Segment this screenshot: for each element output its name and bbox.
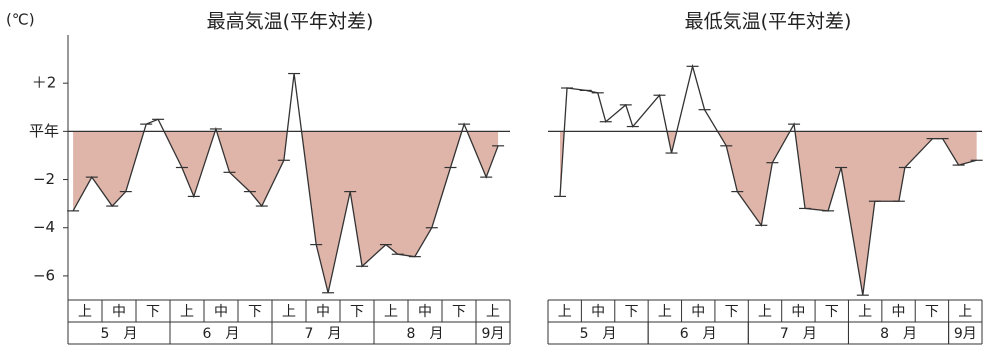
- x-tick-label: 中: [214, 304, 228, 320]
- x-tick-label: 下: [248, 304, 262, 320]
- deficit-area: [73, 131, 499, 293]
- month-label: 6 月: [203, 326, 240, 342]
- y-axis-label: (℃): [6, 11, 35, 29]
- x-tick-label: 下: [146, 304, 160, 320]
- x-tick-label: 中: [892, 304, 906, 320]
- month-label: 7 月: [305, 326, 342, 342]
- x-tick-label: 上: [180, 304, 194, 320]
- month-label: 7 月: [780, 326, 817, 342]
- x-tick-label: 上: [78, 304, 92, 320]
- x-tick-label: 下: [624, 304, 638, 320]
- month-label: 9月: [482, 326, 505, 342]
- y-tick-label: −6: [33, 266, 55, 284]
- month-label: 5 月: [101, 326, 138, 342]
- x-tick-label: 上: [758, 304, 772, 320]
- x-tick-label: 上: [858, 304, 872, 320]
- x-tick-label: 下: [925, 304, 939, 320]
- month-label: 8 月: [880, 326, 917, 342]
- x-tick-label: 上: [486, 304, 500, 320]
- month-label: 9月: [954, 326, 977, 342]
- x-tick-label: 上: [658, 304, 672, 320]
- month-label: 6 月: [680, 326, 717, 342]
- x-tick-label: 中: [418, 304, 432, 320]
- y-tick-label: −4: [33, 218, 55, 236]
- month-label: 5 月: [580, 326, 617, 342]
- x-tick-label: 下: [350, 304, 364, 320]
- x-tick-label: 上: [558, 304, 572, 320]
- x-tick-label: 上: [282, 304, 296, 320]
- x-tick-label: 中: [316, 304, 330, 320]
- x-tick-label: 中: [791, 304, 805, 320]
- y-tick-label: 平年: [29, 122, 59, 140]
- chart-title: 最高気温(平年対差): [207, 11, 374, 33]
- x-tick-label: 下: [725, 304, 739, 320]
- x-tick-label: 上: [384, 304, 398, 320]
- y-tick-label: ＋2: [32, 74, 57, 92]
- x-tick-label: 中: [112, 304, 126, 320]
- x-tick-label: 下: [825, 304, 839, 320]
- month-label: 8 月: [407, 326, 444, 342]
- x-tick-label: 下: [452, 304, 466, 320]
- chart-title: 最低気温(平年対差): [685, 11, 852, 33]
- x-tick-label: 中: [691, 304, 705, 320]
- line: [72, 73, 499, 293]
- x-tick-label: 中: [591, 304, 605, 320]
- deficit-area: [560, 131, 977, 296]
- y-tick-label: −2: [33, 170, 55, 188]
- x-tick-label: 上: [958, 304, 972, 320]
